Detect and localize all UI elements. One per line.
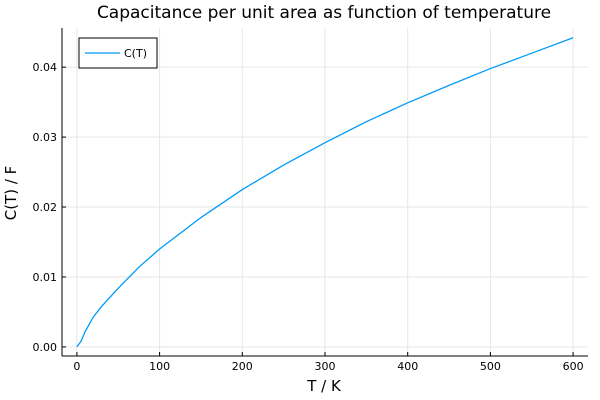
legend-label: C(T) [124,47,147,60]
legend: C(T) [78,37,158,69]
x-tick-label: 400 [397,360,418,373]
x-tick-label: 100 [149,360,170,373]
y-tick-label: 0.02 [33,201,58,214]
series-line-c-t [76,37,574,348]
x-tick-label: 600 [563,360,584,373]
y-tick-label: 0.00 [33,341,58,354]
y-tick-label: 0.04 [33,61,58,74]
y-axis-label: C(T) / F [2,166,20,221]
x-tick-label: 200 [232,360,253,373]
x-tick-label: 0 [73,360,80,373]
x-axis-label: T / K [306,377,342,395]
x-tick-label: 300 [315,360,336,373]
y-tick-label: 0.01 [33,271,58,284]
ticks: 0 100 200 300 400 500 600 0.00 0.01 0.02 0.03 0.04 [33,61,584,373]
y-tick-label: 0.03 [33,131,58,144]
x-tick-label: 500 [480,360,501,373]
grid [62,28,588,356]
chart-title: Capacitance per unit area as function of… [97,3,551,23]
